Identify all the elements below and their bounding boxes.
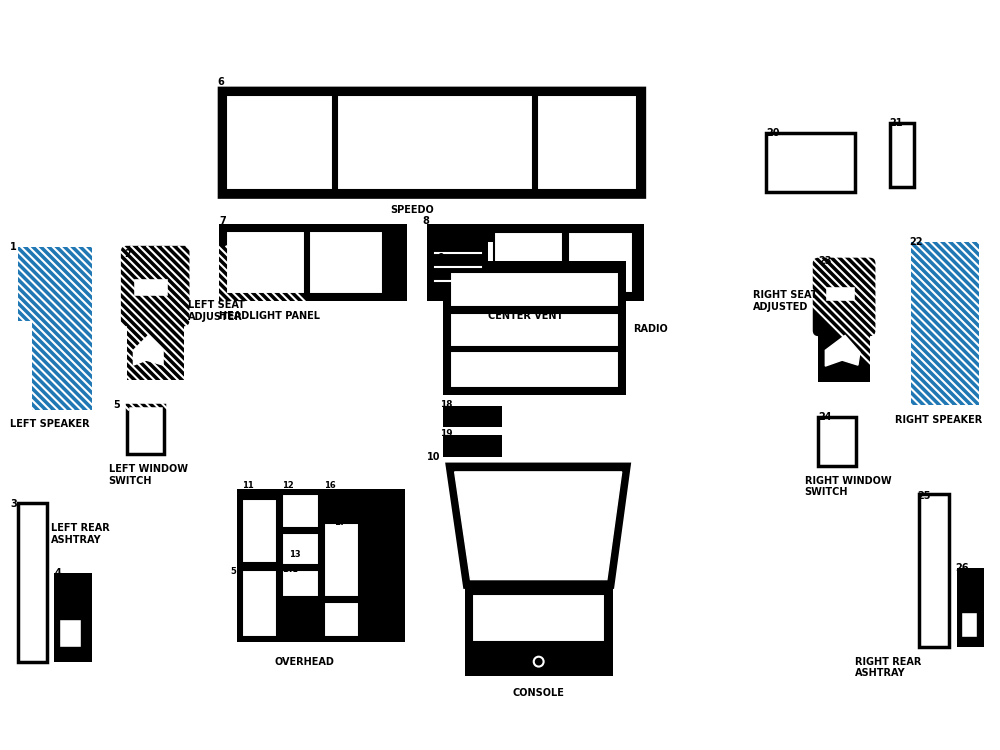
- Bar: [911, 242, 979, 405]
- Text: 10: 10: [427, 452, 440, 462]
- Text: 3: 3: [10, 499, 17, 508]
- Text: 17: 17: [334, 518, 346, 527]
- Bar: [443, 406, 502, 427]
- Text: LEFT REAR
ASHTRAY: LEFT REAR ASHTRAY: [51, 524, 110, 544]
- Bar: [911, 242, 979, 405]
- Bar: [133, 278, 168, 296]
- Text: RIGHT WINDOW
SWITCH: RIGHT WINDOW SWITCH: [805, 476, 891, 497]
- Text: 22: 22: [909, 236, 923, 247]
- Bar: [54, 573, 92, 662]
- FancyBboxPatch shape: [122, 247, 189, 326]
- Text: 5: 5: [114, 400, 120, 410]
- Polygon shape: [133, 335, 163, 365]
- Text: OVERHEAD: OVERHEAD: [275, 657, 335, 667]
- Bar: [818, 263, 870, 382]
- Bar: [766, 133, 855, 192]
- Bar: [18, 247, 92, 410]
- Bar: [472, 595, 605, 642]
- Polygon shape: [447, 464, 630, 587]
- Text: 4: 4: [54, 568, 61, 578]
- Bar: [450, 313, 619, 347]
- Bar: [494, 232, 563, 293]
- Bar: [242, 570, 277, 637]
- Text: 11: 11: [242, 481, 254, 490]
- Text: LEFT WINDOW
SWITCH: LEFT WINDOW SWITCH: [109, 464, 188, 485]
- Text: LEFT SEAT
ADJUSTER: LEFT SEAT ADJUSTER: [188, 300, 245, 322]
- Text: 8: 8: [422, 216, 429, 226]
- Bar: [237, 489, 405, 642]
- Bar: [282, 494, 319, 528]
- Text: 141: 141: [282, 565, 297, 574]
- Text: 24: 24: [818, 412, 832, 422]
- Bar: [957, 568, 984, 646]
- Bar: [568, 232, 633, 293]
- Bar: [309, 231, 383, 294]
- Bar: [537, 95, 637, 190]
- Bar: [465, 583, 613, 676]
- Bar: [18, 247, 92, 410]
- Text: 13: 13: [289, 550, 300, 559]
- Text: 18: 18: [440, 400, 452, 409]
- Bar: [324, 524, 359, 598]
- Bar: [282, 533, 319, 565]
- Bar: [818, 416, 856, 466]
- Bar: [488, 242, 526, 281]
- Text: SPEEDO: SPEEDO: [390, 205, 434, 215]
- Text: 26: 26: [955, 562, 968, 573]
- Bar: [919, 494, 949, 646]
- FancyBboxPatch shape: [813, 258, 875, 335]
- Text: RADIO: RADIO: [634, 323, 668, 334]
- Text: 7: 7: [219, 216, 226, 226]
- Bar: [450, 272, 619, 307]
- Bar: [443, 435, 502, 457]
- Text: 16: 16: [324, 481, 336, 490]
- Text: RIGHT SEAT
ADJUSTED: RIGHT SEAT ADJUSTED: [753, 290, 818, 312]
- Polygon shape: [825, 335, 860, 366]
- Text: 1: 1: [10, 242, 17, 251]
- Polygon shape: [455, 472, 622, 580]
- Bar: [427, 224, 644, 301]
- Text: 2: 2: [125, 250, 131, 259]
- Text: 12: 12: [282, 481, 293, 490]
- FancyBboxPatch shape: [219, 88, 644, 197]
- Bar: [226, 231, 305, 294]
- Bar: [127, 405, 164, 454]
- Bar: [18, 503, 47, 662]
- Bar: [324, 602, 359, 637]
- Text: 23: 23: [818, 256, 832, 266]
- Bar: [450, 351, 619, 388]
- Text: 25: 25: [917, 490, 931, 501]
- Bar: [59, 620, 81, 646]
- Bar: [242, 499, 277, 562]
- Text: RIGHT SPEAKER: RIGHT SPEAKER: [895, 415, 982, 424]
- Bar: [219, 224, 407, 301]
- Text: 5: 5: [230, 567, 236, 576]
- Bar: [18, 321, 32, 410]
- Text: RIGHT REAR
ASHTRAY: RIGHT REAR ASHTRAY: [855, 657, 921, 678]
- Bar: [890, 123, 914, 188]
- Text: 9: 9: [438, 254, 445, 263]
- Bar: [226, 95, 333, 190]
- Bar: [825, 286, 855, 301]
- Text: CONSOLE: CONSOLE: [513, 688, 565, 698]
- Text: 21: 21: [890, 118, 903, 128]
- Text: 20: 20: [766, 128, 780, 138]
- Bar: [432, 232, 486, 293]
- Bar: [443, 261, 626, 394]
- Text: 6: 6: [217, 76, 224, 86]
- Text: LEFT SPEAKER: LEFT SPEAKER: [10, 419, 90, 430]
- Text: HEADLIGHT PANEL: HEADLIGHT PANEL: [219, 310, 320, 321]
- Bar: [961, 612, 977, 637]
- Bar: [337, 95, 533, 190]
- Text: CENTER VENT: CENTER VENT: [488, 310, 563, 321]
- Bar: [18, 321, 32, 410]
- Text: 19: 19: [440, 429, 452, 438]
- Bar: [282, 533, 319, 565]
- Bar: [127, 251, 184, 380]
- Bar: [282, 570, 319, 598]
